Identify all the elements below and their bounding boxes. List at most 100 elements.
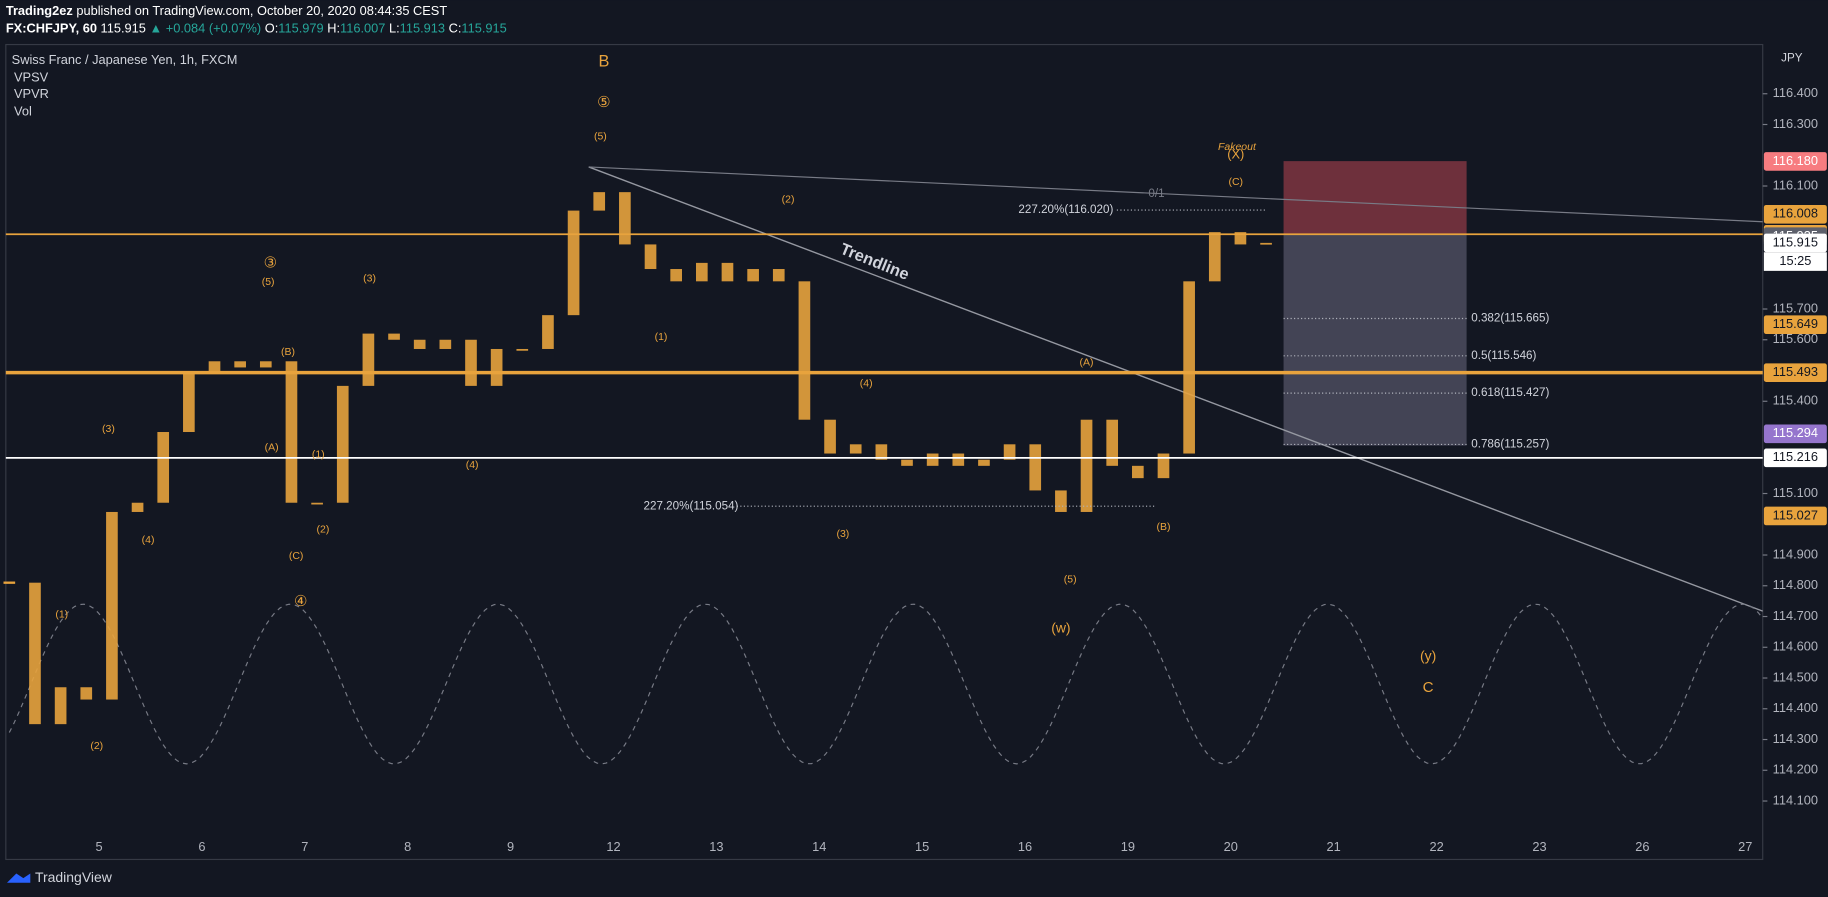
wave-label: (4): [860, 379, 873, 390]
candle-body: [439, 339, 452, 349]
candle-body: [926, 453, 939, 466]
trendline: [588, 166, 1763, 612]
candle-body: [824, 419, 836, 454]
candle-body: [183, 373, 195, 433]
y-tick-label: 114.200: [1773, 762, 1818, 777]
ext-label: 227.20%(116.020): [1018, 203, 1113, 216]
wave-label: (B): [281, 347, 295, 358]
wave-label: C: [1423, 679, 1434, 696]
low: 115.913: [400, 21, 445, 36]
header-line-2: FX:CHFJPY, 60 115.915 ▲ +0.084 (+0.07%) …: [6, 21, 507, 36]
price-label: 115.216: [1773, 449, 1818, 464]
study: Vol: [14, 104, 32, 119]
wave-label: (2): [90, 741, 103, 752]
legend-title: Swiss Franc / Japanese Yen, 1h, FXCM: [12, 52, 238, 67]
study: VPSV: [14, 70, 49, 85]
wave-label: (A): [265, 443, 279, 454]
x-tick-label: 27: [1738, 839, 1752, 854]
price-label: 116.008: [1773, 206, 1818, 221]
change: ▲ +0.084 (+0.07%): [149, 21, 261, 36]
candle-body: [1055, 490, 1067, 512]
x-tick-label: 20: [1224, 839, 1238, 854]
candle-body: [567, 210, 580, 316]
y-tick-label: 115.100: [1773, 485, 1818, 500]
price-label-box: [1763, 315, 1827, 335]
wave-label: ③: [264, 255, 278, 272]
candle-body: [413, 339, 426, 349]
wave-label: (2): [317, 524, 330, 535]
y-tick-label: 114.500: [1773, 669, 1818, 684]
candle-body: [978, 459, 990, 466]
candle-body: [747, 269, 759, 282]
trendline-top: [588, 166, 1763, 223]
price-label: 116.180: [1773, 153, 1818, 168]
price-label-box: [1763, 204, 1827, 224]
open: 115.979: [278, 21, 323, 36]
candle-body: [1003, 444, 1016, 460]
candle-body: [952, 453, 965, 466]
x-tick-label: 19: [1121, 839, 1135, 854]
candle-body: [1183, 281, 1195, 454]
y-tick-label: 115.400: [1773, 393, 1818, 408]
wave-label: (A): [1080, 358, 1094, 369]
candle-body: [1106, 419, 1119, 466]
wave-label: (3): [836, 529, 849, 540]
candle-body: [234, 361, 246, 368]
y-tick-label: 114.400: [1773, 700, 1818, 715]
y-tick-label: 114.800: [1773, 577, 1818, 592]
o-label: O:: [265, 21, 279, 36]
price-label-box: [1763, 448, 1827, 468]
candle-body: [80, 687, 93, 700]
target-zone: [1283, 234, 1467, 446]
candle-body: [798, 281, 811, 420]
candle-body: [490, 348, 503, 386]
candle-body: [157, 432, 170, 503]
candle-body: [644, 244, 657, 270]
countdown: 15:25: [1779, 253, 1811, 268]
y-tick-label: 114.600: [1773, 639, 1818, 654]
wave-label: (5): [594, 131, 607, 142]
fib-top: 0/1: [1148, 187, 1164, 200]
l-label: L:: [389, 21, 400, 36]
study: VPVR: [14, 86, 49, 101]
candle-body: [285, 361, 298, 503]
candle-body: [593, 192, 606, 211]
candle-body: [465, 339, 477, 386]
y-tick-label: 116.100: [1773, 177, 1818, 192]
y-tick-label: 115.700: [1773, 300, 1818, 315]
candle-body: [336, 385, 349, 503]
candle-body: [875, 444, 888, 460]
candle-body: [542, 315, 554, 349]
wave-label: B: [598, 52, 609, 70]
header-line-1: Trading2ez published on TradingView.com,…: [6, 3, 448, 18]
wave-label: (3): [363, 274, 376, 285]
candle-body: [1208, 232, 1221, 282]
y-tick-label: 116.400: [1773, 85, 1818, 100]
candle-body: [849, 444, 862, 454]
wave-label: Fakeout: [1218, 142, 1257, 153]
wave-label: ④: [294, 593, 308, 610]
y-tick-label: 114.700: [1773, 608, 1818, 623]
candle-body: [619, 192, 631, 245]
price-label-box: [1763, 424, 1827, 444]
price-label-box: [1763, 233, 1827, 253]
wave-label: (1): [55, 609, 68, 620]
candle-body: [1157, 453, 1170, 479]
wave-label: (w): [1051, 619, 1070, 635]
candle-body: [1234, 232, 1247, 245]
x-tick-label: 5: [96, 839, 103, 854]
footer-text: TradingView: [35, 869, 113, 885]
fib-label: 0.618(115.427): [1471, 386, 1549, 399]
wave-label: (5): [1064, 574, 1077, 585]
published: published on TradingView.com, October 20…: [76, 3, 447, 18]
y-tick-label: 115.600: [1773, 331, 1818, 346]
x-tick-label: 15: [915, 839, 929, 854]
footer-logo: TradingView: [6, 869, 113, 885]
x-tick-label: 13: [709, 839, 723, 854]
wave-label: (1): [655, 332, 668, 343]
wave-label: (C): [289, 551, 304, 562]
x-tick-label: 7: [301, 839, 308, 854]
y-tick-label: 114.300: [1773, 731, 1818, 746]
candle-body: [54, 687, 67, 725]
